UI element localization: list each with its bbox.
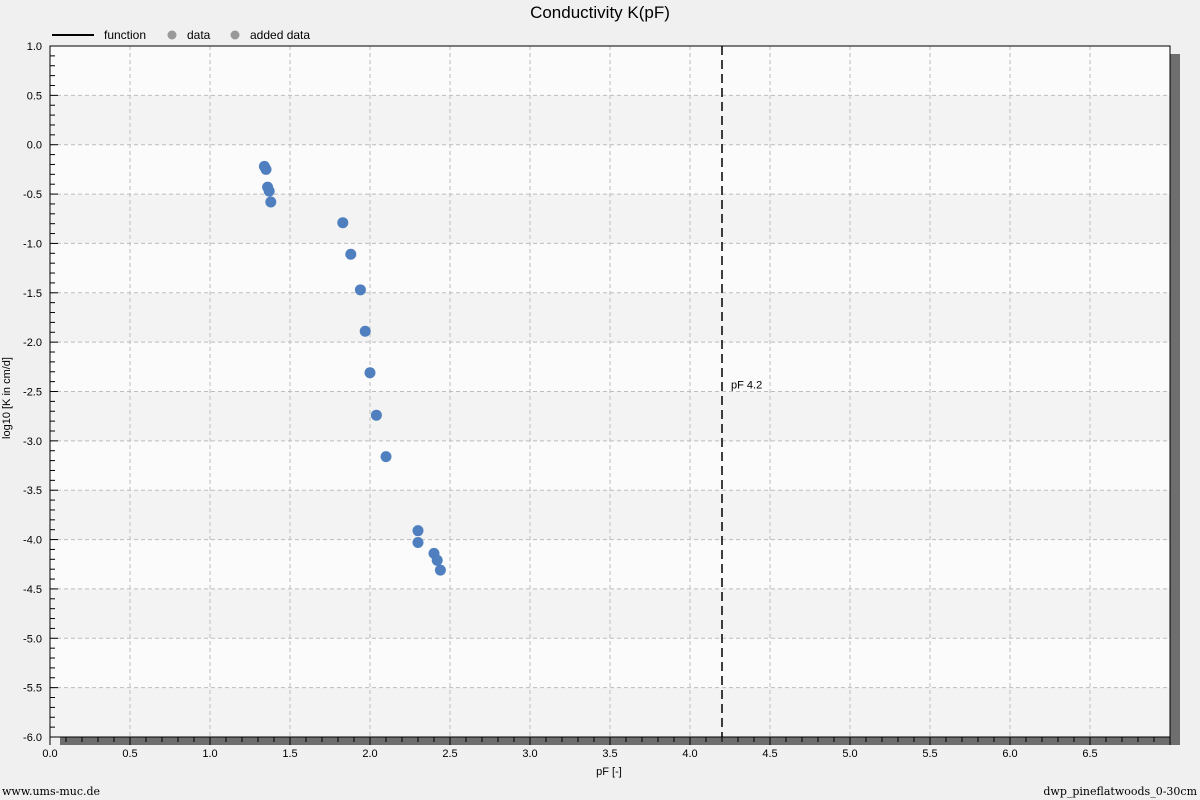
x-tick-label: 3.5 — [602, 748, 617, 760]
data-point — [337, 217, 349, 229]
x-tick-label: 4.0 — [682, 748, 697, 760]
data-point — [359, 325, 371, 337]
data-point — [260, 163, 272, 175]
x-axis: 0.0 0.5 1.0 1.5 2.0 2.5 3.0 3.5 4.0 4.5 5.0 5.5 6.0 6… — [42, 737, 1171, 760]
data-point — [354, 284, 366, 296]
y-axis: 1.0 0.5 0.0 -0.5 -1.0 -1.5 -2.0 -2.5 -3.0 -3.5 -4.… — [23, 41, 58, 744]
legend-data-label: data — [187, 28, 211, 42]
annotations: pF 4.2 — [721, 46, 762, 737]
data-point — [364, 367, 376, 379]
y-tick-label: -2.0 — [23, 337, 42, 349]
y-tick-label: -2.5 — [23, 387, 42, 399]
data-point — [263, 185, 275, 197]
data-point — [370, 409, 382, 421]
y-axis-label: log10 [K in cm/d] — [1, 357, 13, 439]
x-tick-label: 3.0 — [522, 748, 537, 760]
legend: function data added data — [52, 28, 310, 42]
footer-right: dwp_pineflatwoods_0-30cm — [1043, 785, 1197, 798]
legend-added-data-marker — [230, 30, 240, 40]
y-tick-label: -4.0 — [23, 535, 42, 547]
data-point — [412, 537, 424, 549]
x-tick-label: 2.0 — [362, 748, 377, 760]
data-point — [380, 451, 392, 463]
y-tick-label: 0.0 — [27, 140, 42, 152]
legend-added-data-label: added data — [250, 28, 310, 42]
data-points — [258, 160, 446, 576]
y-tick-label: -4.5 — [23, 584, 42, 596]
y-tick-label: -3.5 — [23, 485, 42, 497]
vline-label: pF 4.2 — [731, 380, 762, 392]
y-tick-label: -3.0 — [23, 436, 42, 448]
y-tick-label: 1.0 — [27, 41, 42, 53]
data-point — [434, 564, 446, 576]
x-tick-label: 1.5 — [282, 748, 297, 760]
chart-title: Conductivity K(pF) — [530, 3, 670, 22]
y-tick-label: -0.5 — [23, 189, 42, 201]
data-point — [431, 554, 443, 566]
y-tick-label: -1.5 — [23, 288, 42, 300]
x-tick-label: 6.0 — [1002, 748, 1017, 760]
y-tick-label: 0.5 — [27, 90, 42, 102]
data-point — [412, 525, 424, 537]
y-tick-label: -5.5 — [23, 683, 42, 695]
x-tick-label: 0.5 — [122, 748, 137, 760]
x-tick-label: 5.5 — [922, 748, 937, 760]
x-axis-label: pF [-] — [596, 766, 622, 778]
y-tick-label: -5.0 — [23, 633, 42, 645]
x-tick-label: 6.5 — [1082, 748, 1097, 760]
y-tick-label: -1.0 — [23, 238, 42, 250]
x-tick-label: 2.5 — [442, 748, 457, 760]
footer-left: www.ums-muc.de — [2, 785, 100, 798]
data-point — [345, 248, 357, 260]
plot-area — [49, 45, 1180, 745]
x-tick-label: 4.5 — [762, 748, 777, 760]
x-tick-label: 1.0 — [202, 748, 217, 760]
data-point — [265, 196, 277, 208]
x-tick-label: 0.0 — [42, 748, 57, 760]
y-tick-label: -6.0 — [23, 732, 42, 744]
x-tick-label: 5.0 — [842, 748, 857, 760]
legend-data-marker — [167, 30, 177, 40]
legend-function-label: function — [104, 28, 146, 42]
